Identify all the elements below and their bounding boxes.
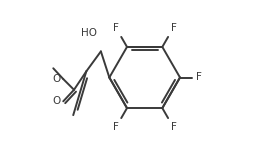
Text: F: F (171, 122, 177, 132)
Text: F: F (171, 23, 177, 33)
Text: F: F (113, 23, 118, 33)
Text: F: F (113, 122, 118, 132)
Text: O: O (52, 74, 60, 84)
Text: O: O (52, 96, 60, 106)
Text: F: F (196, 73, 202, 82)
Text: HO: HO (81, 28, 97, 38)
